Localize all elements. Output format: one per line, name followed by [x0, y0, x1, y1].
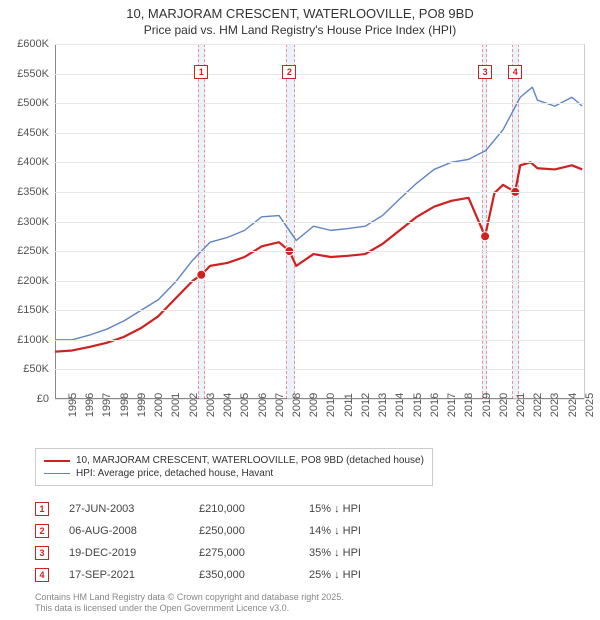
y-tick-label: £100K [17, 334, 49, 346]
sales-row: 4 17-SEP-2021 £350,000 25% ↓ HPI [35, 564, 399, 586]
gridline [55, 44, 584, 45]
gridline [55, 281, 584, 282]
y-tick-label: £200K [17, 275, 49, 287]
chart-title: 10, MARJORAM CRESCENT, WATERLOOVILLE, PO… [0, 6, 600, 21]
sales-row: 2 06-AUG-2008 £250,000 14% ↓ HPI [35, 520, 399, 542]
sale-price: £350,000 [199, 569, 289, 581]
gridline [55, 251, 584, 252]
sales-table: 1 27-JUN-2003 £210,000 15% ↓ HPI 2 06-AUG-200… [35, 498, 399, 586]
y-tick-label: £500K [17, 97, 49, 109]
gridline [55, 192, 584, 193]
sale-date: 19-DEC-2019 [69, 547, 179, 559]
sale-price: £250,000 [199, 525, 289, 537]
gridline [55, 133, 584, 134]
sale-delta: 35% ↓ HPI [309, 547, 399, 559]
y-tick-label: £50K [23, 363, 49, 375]
y-tick-label: £450K [17, 127, 49, 139]
title-block: 10, MARJORAM CRESCENT, WATERLOOVILLE, PO… [0, 0, 600, 37]
y-tick-label: £550K [17, 68, 49, 80]
gridline [55, 369, 584, 370]
y-tick-label: £0 [37, 393, 49, 405]
sale-marker-label: 2 [282, 65, 296, 79]
legend-swatch [44, 460, 70, 462]
gridline [55, 162, 584, 163]
footer-attribution: Contains HM Land Registry data © Crown c… [35, 592, 344, 615]
sale-price: £210,000 [199, 503, 289, 515]
legend-text: HPI: Average price, detached house, Hava… [76, 468, 273, 479]
gridline [55, 310, 584, 311]
chart-container: 10, MARJORAM CRESCENT, WATERLOOVILLE, PO… [0, 0, 600, 620]
sale-marker-dot [481, 232, 490, 241]
sale-delta: 25% ↓ HPI [309, 569, 399, 581]
sale-date: 17-SEP-2021 [69, 569, 179, 581]
y-tick-label: £350K [17, 186, 49, 198]
sale-price: £275,000 [199, 547, 289, 559]
sale-marker-label: 4 [508, 65, 522, 79]
sales-row: 3 19-DEC-2019 £275,000 35% ↓ HPI [35, 542, 399, 564]
sale-marker-label: 1 [194, 65, 208, 79]
y-tick-label: £250K [17, 245, 49, 257]
gridline [55, 74, 584, 75]
footer-line: Contains HM Land Registry data © Crown c… [35, 592, 344, 603]
gridline [55, 340, 584, 341]
sale-index: 2 [35, 524, 49, 538]
chart-plot-area: £0£50K£100K£150K£200K£250K£300K£350K£400… [55, 44, 585, 399]
y-tick-label: £400K [17, 156, 49, 168]
y-tick-label: £150K [17, 304, 49, 316]
legend-swatch [44, 473, 70, 474]
x-tick-label: 2025 [572, 393, 596, 417]
legend-text: 10, MARJORAM CRESCENT, WATERLOOVILLE, PO… [76, 455, 424, 466]
sale-delta: 14% ↓ HPI [309, 525, 399, 537]
sale-date: 06-AUG-2008 [69, 525, 179, 537]
sale-index: 4 [35, 568, 49, 582]
sale-marker-label: 3 [478, 65, 492, 79]
legend: 10, MARJORAM CRESCENT, WATERLOOVILLE, PO… [35, 448, 433, 486]
sale-index: 3 [35, 546, 49, 560]
sale-marker-dot [197, 270, 206, 279]
series-hpi [55, 87, 582, 340]
footer-line: This data is licensed under the Open Gov… [35, 603, 344, 614]
sales-row: 1 27-JUN-2003 £210,000 15% ↓ HPI [35, 498, 399, 520]
legend-row: 10, MARJORAM CRESCENT, WATERLOOVILLE, PO… [44, 454, 424, 467]
y-tick-label: £300K [17, 216, 49, 228]
chart-subtitle: Price paid vs. HM Land Registry's House … [0, 23, 600, 37]
y-tick-label: £600K [17, 38, 49, 50]
gridline [55, 222, 584, 223]
sale-index: 1 [35, 502, 49, 516]
series-property [55, 162, 582, 351]
sale-date: 27-JUN-2003 [69, 503, 179, 515]
gridline [55, 103, 584, 104]
legend-row: HPI: Average price, detached house, Hava… [44, 467, 424, 480]
sale-delta: 15% ↓ HPI [309, 503, 399, 515]
